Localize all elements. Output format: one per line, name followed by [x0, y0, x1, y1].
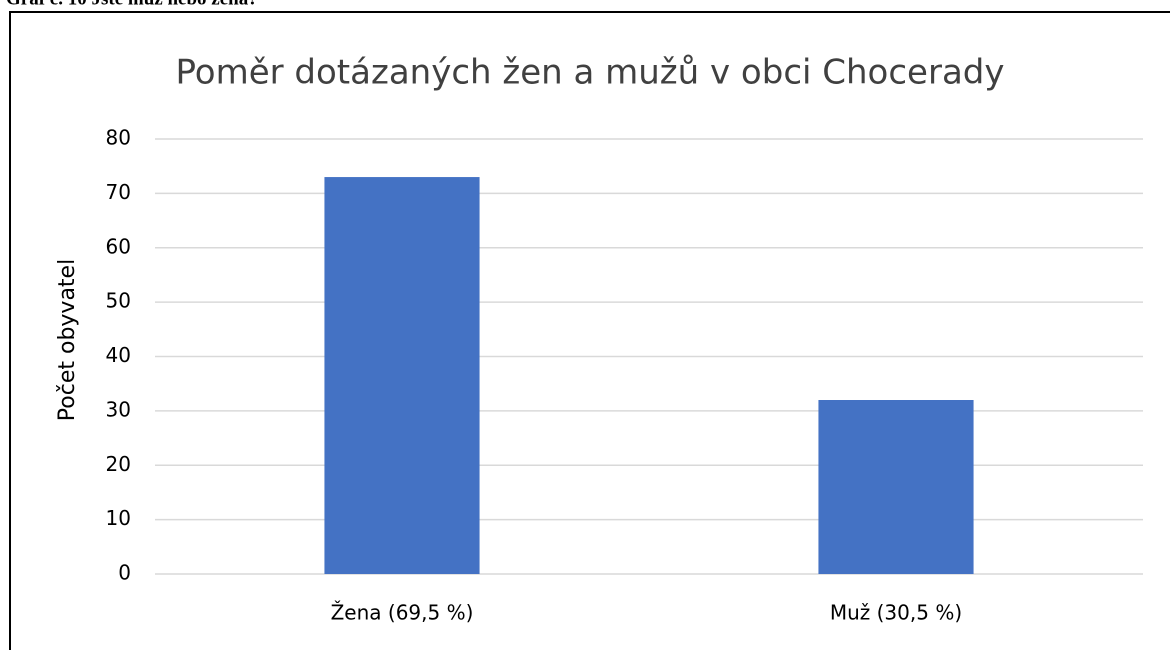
y-tick-label: 40 [106, 343, 131, 367]
y-tick-label: 70 [106, 180, 131, 204]
bar [324, 177, 480, 574]
x-tick-label: Muž (30,5 %) [830, 601, 962, 625]
y-tick-label: 30 [106, 397, 131, 421]
y-tick-label: 0 [118, 561, 131, 585]
bar [818, 400, 974, 574]
chart-title: Poměr dotázaných žen a mužů v obci Choce… [176, 53, 1005, 93]
y-tick-label: 50 [106, 289, 131, 313]
chart-frame [9, 11, 1170, 650]
y-tick-label: 10 [106, 506, 131, 530]
x-tick-label: Žena (69,5 %) [331, 601, 474, 625]
y-axis-label: Počet obyvatel [55, 259, 80, 421]
y-tick-label: 80 [106, 126, 131, 150]
y-tick-label: 60 [106, 234, 131, 258]
y-tick-label: 20 [106, 452, 131, 476]
